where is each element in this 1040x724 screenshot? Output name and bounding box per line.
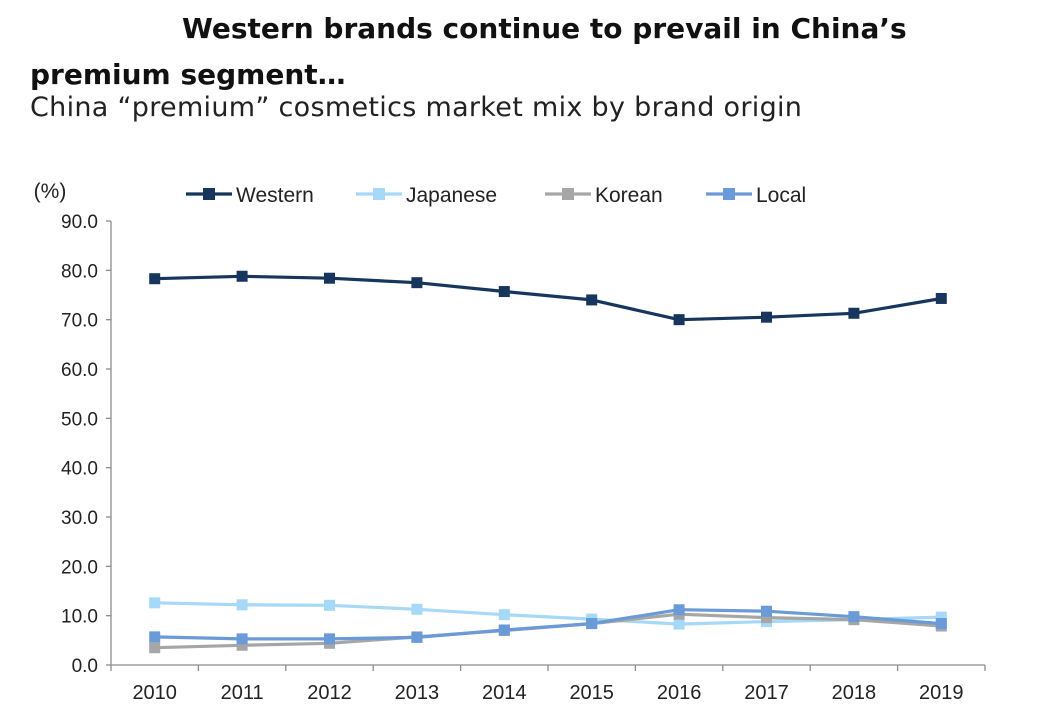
x-axis: 2010 2011 2012 2013 2014 2015 2016 2017 2018 2019: [110, 664, 986, 704]
data-point-marker: [236, 633, 248, 645]
y-tick-label: 10.0: [61, 607, 98, 628]
legend-marker: [373, 188, 385, 200]
x-tick-label: 2018: [832, 682, 877, 704]
y-axis: 0.0 10.0 20.0 30.0 40.0 50.0 60.0 70.0 80.0 90.0: [61, 212, 112, 677]
legend-marker: [562, 188, 574, 200]
data-point-marker: [498, 286, 510, 298]
series-line-korean: [154, 612, 942, 650]
series-line-local: [154, 608, 942, 641]
data-point-marker: [411, 277, 423, 289]
legend-label: Western: [236, 184, 314, 207]
data-point-marker: [935, 618, 947, 630]
legend-marker: [723, 188, 735, 200]
legend-label: Japanese: [406, 184, 497, 207]
data-point-marker: [586, 618, 598, 630]
data-point-marker: [149, 642, 161, 654]
series-western: [149, 270, 947, 326]
y-tick-label: 20.0: [61, 557, 98, 578]
x-tick-label: 2016: [657, 682, 702, 704]
x-tick-label: 2019: [919, 682, 964, 704]
data-point-marker: [236, 639, 248, 651]
data-point-marker: [761, 612, 772, 624]
data-point-marker: [411, 603, 423, 615]
y-axis-unit-label: (%): [34, 180, 67, 203]
data-point-marker: [149, 597, 161, 609]
x-tick-label: 2017: [744, 682, 789, 704]
legend-item-japanese: Japanese: [356, 184, 497, 207]
data-point-marker: [586, 294, 598, 306]
y-tick-label: 60.0: [61, 360, 98, 381]
x-tick-label: 2015: [569, 682, 614, 704]
y-tick-label: 50.0: [61, 409, 98, 430]
legend-item-korean: Korean: [545, 184, 663, 207]
chart-subtitle: China “premium” cosmetics market mix by …: [30, 92, 803, 123]
x-tick-label: 2014: [482, 682, 527, 704]
data-point-marker: [935, 611, 947, 623]
series-line-western: [154, 274, 942, 322]
legend-item-local: Local: [706, 184, 806, 207]
x-tick-label: 2011: [221, 682, 264, 704]
data-point-marker: [673, 314, 685, 326]
y-tick-label: 80.0: [61, 261, 98, 282]
data-point-marker: [411, 631, 423, 643]
data-point-marker: [324, 599, 335, 611]
data-point-marker: [236, 599, 248, 611]
chart-title: Western brands continue to prevail in Ch…: [30, 12, 907, 91]
legend-marker: [203, 188, 215, 200]
data-point-marker: [848, 307, 860, 319]
data-point-marker: [761, 605, 772, 617]
data-point-marker: [673, 618, 685, 630]
y-tick-label: 30.0: [61, 508, 98, 529]
data-point-marker: [761, 311, 772, 323]
data-point-marker: [324, 272, 335, 284]
data-point-marker: [149, 273, 161, 285]
legend-label: Korean: [595, 184, 663, 207]
legend-item-western: Western: [186, 184, 314, 207]
data-point-marker: [149, 631, 161, 643]
data-point-marker: [498, 609, 510, 621]
data-point-marker: [498, 624, 510, 636]
data-point-marker: [673, 604, 685, 616]
y-tick-label: 70.0: [61, 311, 98, 332]
x-tick-label: 2010: [132, 682, 177, 704]
legend: Western Japanese Korean Local: [186, 184, 806, 207]
x-tick-label: 2012: [307, 682, 352, 704]
data-point-marker: [848, 611, 860, 623]
y-tick-label: 0.0: [72, 656, 98, 677]
series-line-japanese: [154, 601, 942, 626]
data-point-marker: [236, 270, 248, 282]
x-tick-label: 2013: [395, 682, 440, 704]
y-tick-label: 40.0: [61, 459, 98, 480]
series-local: [149, 604, 947, 645]
series-lines: [149, 270, 947, 654]
data-point-marker: [324, 633, 335, 645]
legend-label: Local: [756, 184, 806, 207]
y-tick-label: 90.0: [61, 212, 98, 233]
data-point-marker: [935, 292, 947, 304]
